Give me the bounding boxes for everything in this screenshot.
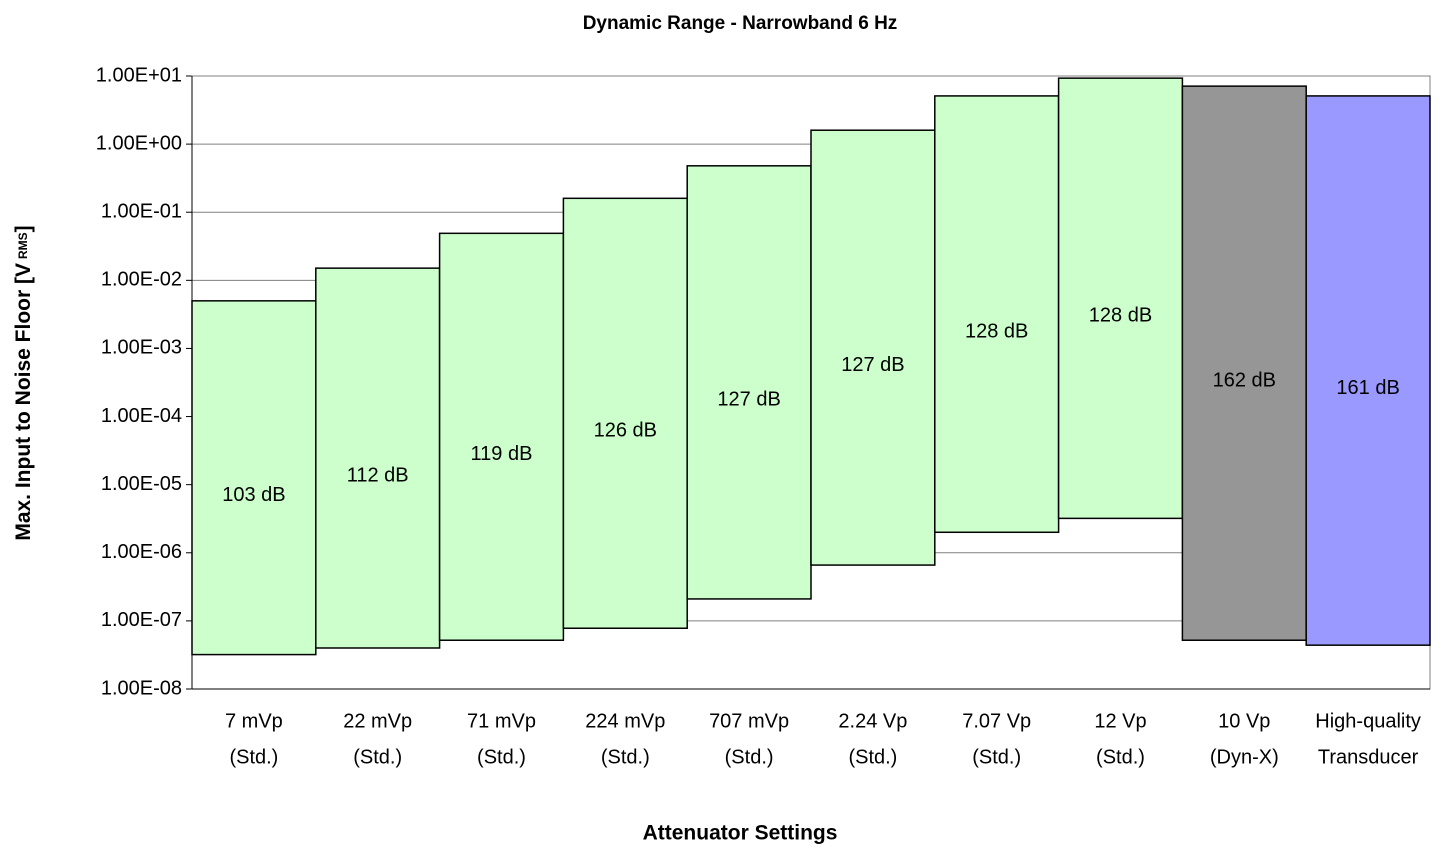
data-label: 112 dB: [347, 464, 409, 486]
y-tick-label: 1.00E-05: [101, 473, 182, 495]
x-tick-label: 10 Vp: [1218, 710, 1270, 732]
x-tick-label: 2.24 Vp: [838, 710, 907, 732]
y-tick-label: 1.00E+01: [96, 64, 182, 86]
x-tick-label: 707 mVp: [709, 710, 789, 732]
data-label: 126 dB: [594, 420, 657, 442]
y-axis-title-sub: RMS: [16, 232, 30, 259]
bar: [1181, 85, 1307, 641]
chart-title: Dynamic Range - Narrowband 6 Hz: [583, 13, 898, 34]
bar: [686, 165, 812, 600]
x-tick-label: (Dyn-X): [1210, 746, 1279, 768]
x-tick-label: High-quality: [1315, 710, 1421, 732]
bar: [438, 232, 565, 641]
y-tick-label: 1.00E-03: [101, 337, 182, 359]
x-tick-label: (Std.): [601, 746, 650, 768]
data-label: 162 dB: [1213, 369, 1276, 391]
bar: [1305, 95, 1431, 646]
y-tick-label: 1.00E-06: [101, 541, 182, 563]
data-label: 127 dB: [717, 389, 780, 411]
bar: [191, 300, 317, 656]
y-axis-title-text: Max. Input to Noise Floor [V: [12, 263, 35, 541]
y-tick-label: 1.00E-08: [101, 677, 182, 699]
x-tick-label: (Std.): [353, 746, 402, 768]
y-tick-label: 1.00E-02: [101, 269, 182, 291]
y-tick-label: 1.00E-04: [101, 405, 182, 427]
y-axis-title-end: ]: [12, 225, 35, 232]
data-label: 103 dB: [222, 484, 285, 506]
y-axis-title: Max. Input to Noise Floor [V RMS]: [12, 225, 35, 540]
x-tick-label: (Std.): [477, 746, 526, 768]
x-tick-label: (Std.): [848, 746, 897, 768]
x-tick-label: 7 mVp: [225, 710, 283, 732]
x-tick-label: (Std.): [1096, 746, 1145, 768]
y-tick-label: 1.00E-01: [101, 201, 182, 223]
x-tick-label: Transducer: [1318, 746, 1419, 768]
data-label: 119 dB: [471, 443, 533, 465]
x-tick-label: (Std.): [972, 746, 1021, 768]
x-tick-label: (Std.): [725, 746, 774, 768]
bar: [810, 129, 936, 566]
y-tick-label: 1.00E-07: [101, 609, 182, 631]
bar: [934, 95, 1060, 534]
x-tick-label: 22 mVp: [343, 710, 412, 732]
data-label: 127 dB: [841, 354, 904, 376]
bar: [1057, 77, 1184, 520]
data-label: 128 dB: [1089, 305, 1152, 327]
bar: [315, 267, 441, 649]
x-tick-label: 12 Vp: [1094, 710, 1146, 732]
x-tick-label: 224 mVp: [585, 710, 665, 732]
y-tick-label: 1.00E+00: [96, 132, 182, 154]
bar: [562, 197, 688, 629]
x-tick-label: 71 mVp: [467, 710, 536, 732]
x-tick-label: 7.07 Vp: [962, 710, 1031, 732]
data-label: 161 dB: [1336, 377, 1399, 399]
data-label: 128 dB: [965, 320, 1028, 342]
x-tick-label: (Std.): [229, 746, 278, 768]
x-axis-title: Attenuator Settings: [643, 822, 838, 845]
